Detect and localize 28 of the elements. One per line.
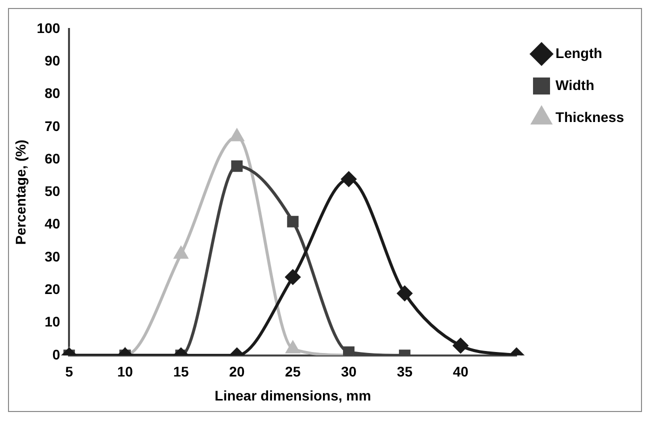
- y-tick-label: 70: [44, 118, 60, 134]
- point: [231, 160, 243, 172]
- y-tick-label: 90: [44, 52, 60, 68]
- x-tick-label: 10: [117, 364, 134, 380]
- legend-label: Thickness: [556, 108, 624, 125]
- point: [341, 172, 356, 187]
- y-tick-label: 50: [44, 183, 60, 200]
- x-axis-title: Linear dimensions, mm: [214, 387, 372, 404]
- point: [174, 246, 188, 259]
- y-tick-label: 80: [44, 85, 60, 102]
- x-tick-label: 30: [340, 364, 357, 380]
- x-tick-label: 20: [229, 364, 245, 380]
- y-tick-label: 40: [44, 216, 60, 232]
- legend-label: Length: [556, 44, 602, 61]
- y-tick-label: 100: [36, 20, 60, 36]
- legend-label: Width: [556, 76, 594, 93]
- point: [287, 216, 299, 228]
- y-axis-title: Percentage, (%): [12, 140, 28, 245]
- x-tick-label: 35: [396, 364, 413, 380]
- x-tick-label: 5: [65, 364, 74, 380]
- y-tick-label: 0: [52, 346, 60, 362]
- x-tick-label: 25: [285, 364, 301, 380]
- y-tick-label: 60: [44, 150, 60, 166]
- x-tick-label: 15: [173, 364, 189, 380]
- y-tick-label: 10: [44, 314, 60, 330]
- x-tick-label: 40: [452, 364, 469, 380]
- y-tick-label: 20: [44, 280, 60, 297]
- y-tick-label: 30: [44, 248, 60, 264]
